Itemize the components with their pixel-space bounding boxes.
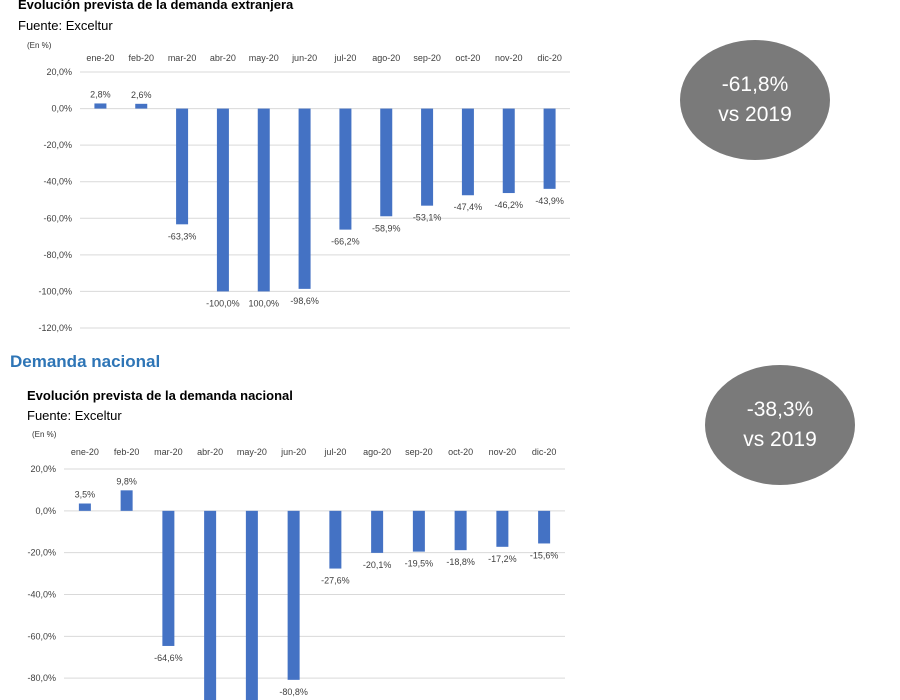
- chart2-unit: (En %): [32, 430, 57, 439]
- chart1-title: Evolución prevista de la demanda extranj…: [18, 0, 294, 12]
- chart1-summary-value: -61,8%: [721, 73, 789, 96]
- bar: [412, 510, 425, 552]
- chart1-unit: (En %): [27, 41, 52, 50]
- data-label: 3,5%: [75, 490, 96, 500]
- x-tick-label: may-20: [237, 447, 267, 457]
- bar: [162, 510, 175, 646]
- y-tick-label: -60,0%: [27, 631, 56, 641]
- data-label: -15,6%: [530, 550, 559, 560]
- x-tick-label: nov-20: [495, 53, 523, 63]
- data-label: -19,5%: [405, 559, 434, 569]
- x-tick-label: abr-20: [197, 447, 223, 457]
- y-tick-label: -100,0%: [38, 286, 72, 296]
- y-tick-label: -80,0%: [43, 250, 72, 260]
- x-tick-label: dic-20: [532, 447, 557, 457]
- y-tick-label: 20,0%: [46, 67, 72, 77]
- x-tick-label: ago-20: [363, 447, 391, 457]
- x-tick-label: feb-20: [114, 447, 140, 457]
- data-label: -27,6%: [321, 576, 350, 586]
- chart2-summary-badge: -38,3% vs 2019: [705, 365, 855, 485]
- x-tick-label: ene-20: [86, 53, 114, 63]
- x-tick-label: oct-20: [448, 447, 473, 457]
- data-label: 2,8%: [90, 89, 111, 99]
- bar: [543, 108, 556, 189]
- x-tick-label: nov-20: [489, 447, 517, 457]
- bar: [257, 108, 270, 292]
- y-tick-label: -120,0%: [38, 323, 72, 333]
- y-tick-label: -60,0%: [43, 213, 72, 223]
- x-tick-label: sep-20: [405, 447, 433, 457]
- y-tick-label: -40,0%: [43, 177, 72, 187]
- bar: [329, 510, 342, 569]
- x-tick-label: abr-20: [210, 53, 236, 63]
- chart1-summary-compare: vs 2019: [718, 103, 792, 126]
- y-tick-label: 0,0%: [51, 104, 72, 114]
- chart2-plot: 20,0% 0,0% -20,0% -40,0% -60,0% -80,0% ene-20 3…: [27, 447, 565, 700]
- x-tick-label: jun-20: [291, 53, 317, 63]
- bar: [502, 108, 515, 194]
- data-label: 2,6%: [131, 90, 152, 100]
- chart2-title: Evolución prevista de la demanda naciona…: [27, 388, 293, 403]
- y-tick-label: 0,0%: [35, 506, 56, 516]
- bar: [120, 490, 133, 511]
- data-label: -64,6%: [154, 653, 183, 663]
- data-label: -58,9%: [372, 223, 401, 233]
- x-tick-label: may-20: [249, 53, 279, 63]
- chart1-source: Fuente: Exceltur: [18, 18, 113, 33]
- x-tick-label: jul-20: [323, 447, 346, 457]
- bar: [176, 108, 189, 225]
- bar: [454, 510, 467, 551]
- bar: [380, 108, 393, 217]
- x-tick-label: jun-20: [280, 447, 306, 457]
- bar: [339, 108, 352, 230]
- x-tick-label: dic-20: [537, 53, 562, 63]
- data-label: -20,1%: [363, 560, 392, 570]
- bar: [78, 503, 91, 511]
- x-tick-label: mar-20: [154, 447, 183, 457]
- bar: [287, 510, 300, 680]
- x-tick-label: jul-20: [333, 53, 356, 63]
- x-tick-label: feb-20: [128, 53, 154, 63]
- bar: [421, 108, 434, 206]
- data-label: 100,0%: [248, 298, 279, 308]
- data-label: -80,8%: [279, 687, 308, 697]
- chart1-plot: 20,0% 0,0% -20,0% -40,0% -60,0% -80,0% -100,0%…: [38, 53, 570, 333]
- x-tick-label: oct-20: [455, 53, 480, 63]
- data-label: -66,2%: [331, 237, 360, 247]
- bar: [538, 510, 551, 544]
- y-tick-label: -20,0%: [43, 140, 72, 150]
- bar: [135, 103, 148, 109]
- bar: [496, 510, 509, 547]
- y-tick-label: -20,0%: [27, 548, 56, 558]
- y-tick-label: 20,0%: [30, 464, 56, 474]
- data-label: -100,0%: [206, 298, 240, 308]
- x-tick-label: ago-20: [372, 53, 400, 63]
- x-tick-label: sep-20: [413, 53, 441, 63]
- bar: [216, 108, 229, 292]
- bar: [94, 103, 107, 109]
- bar: [461, 108, 474, 196]
- chart2-summary-value: -38,3%: [746, 398, 814, 421]
- data-label: -18,8%: [446, 557, 475, 567]
- data-label: -53,1%: [413, 213, 442, 223]
- bar: [371, 510, 384, 553]
- data-label: -17,2%: [488, 554, 517, 564]
- data-label: 9,8%: [116, 476, 137, 486]
- chart2-source: Fuente: Exceltur: [27, 408, 122, 423]
- y-tick-label: -80,0%: [27, 673, 56, 683]
- data-label: -43,9%: [535, 196, 564, 206]
- bar: [298, 108, 311, 289]
- section-heading: Demanda nacional: [10, 352, 161, 371]
- x-tick-label: ene-20: [71, 447, 99, 457]
- data-label: -47,4%: [454, 202, 483, 212]
- x-tick-label: mar-20: [168, 53, 197, 63]
- bar: [204, 510, 217, 700]
- data-label: -98,6%: [290, 296, 319, 306]
- chart2-summary-compare: vs 2019: [743, 428, 817, 451]
- bar: [245, 510, 258, 700]
- data-label: -46,2%: [494, 200, 523, 210]
- chart1-summary-badge: -61,8% vs 2019: [680, 40, 830, 160]
- data-label: -63,3%: [168, 231, 197, 241]
- y-tick-label: -40,0%: [27, 590, 56, 600]
